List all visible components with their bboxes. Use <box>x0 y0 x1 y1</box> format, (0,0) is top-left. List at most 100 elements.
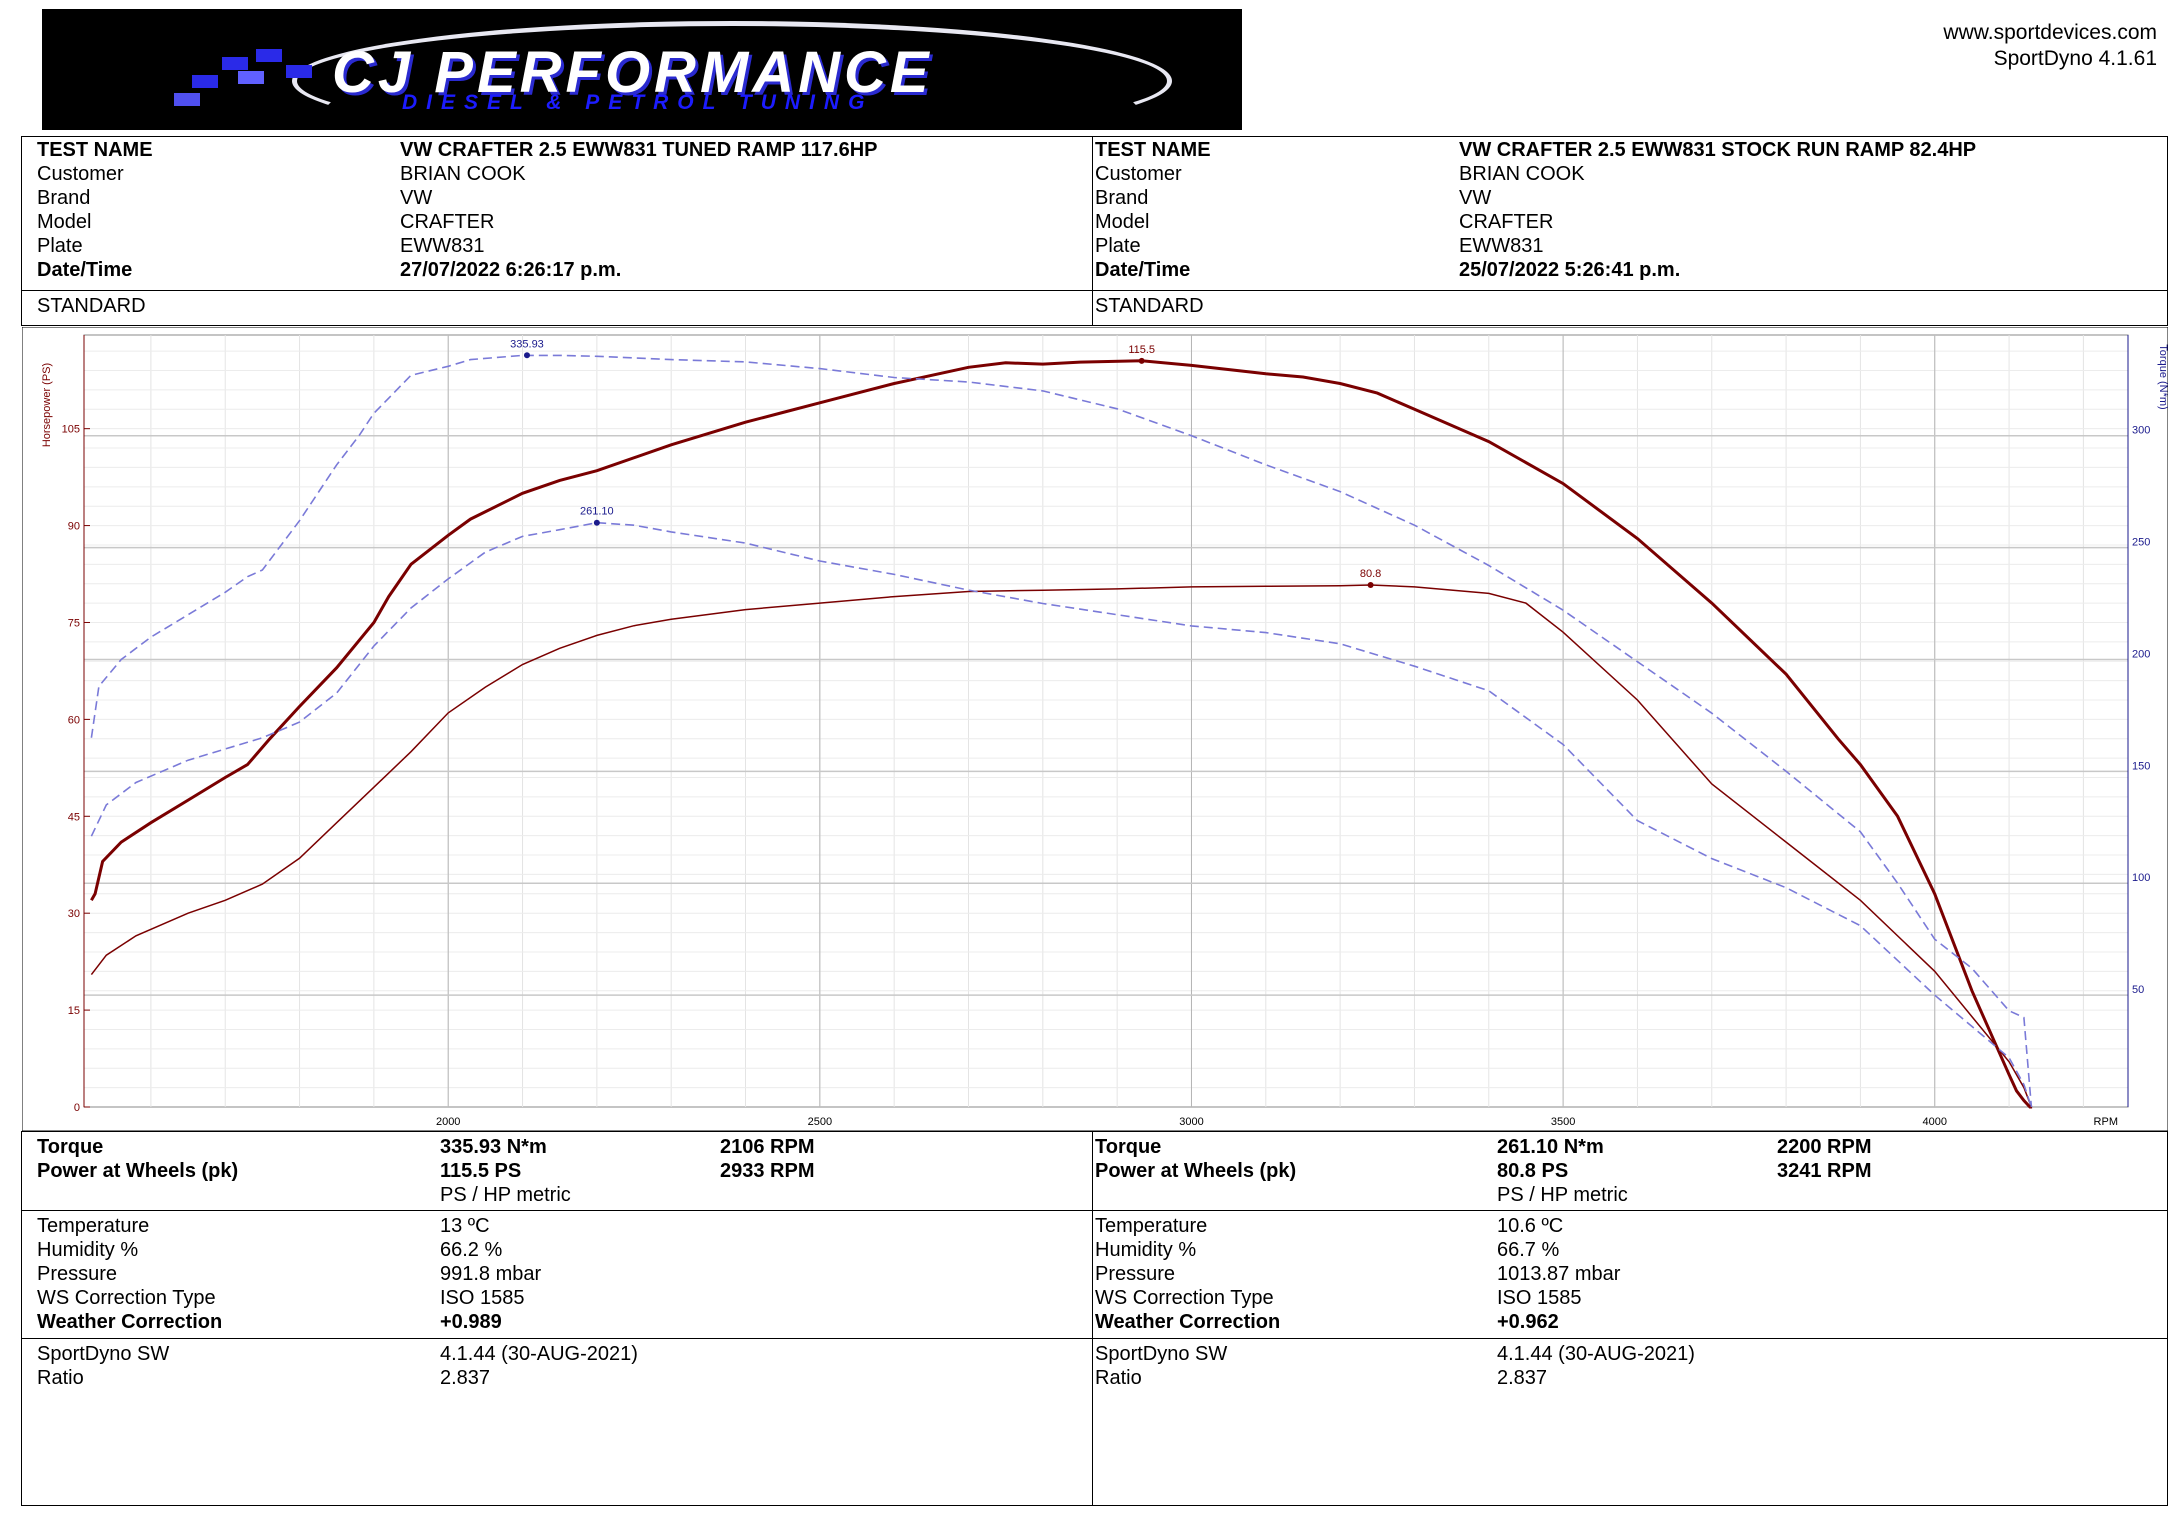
y-left-tick-label: 0 <box>74 1102 80 1114</box>
series-peak-label-1: 80.8 <box>1360 568 1381 580</box>
software-label: Ratio <box>1095 1367 1142 1389</box>
weather-label: WS Correction Type <box>37 1287 216 1309</box>
x-tick-label: 3500 <box>1551 1116 1575 1128</box>
divider <box>1092 137 1093 325</box>
logo-flag-icon <box>222 57 248 70</box>
power-value: 80.8 PS <box>1497 1160 1569 1182</box>
weather-label: Humidity % <box>37 1239 139 1261</box>
test-info-panel: TEST NAME VW CRAFTER 2.5 EWW831 TUNED RAM… <box>21 136 2168 326</box>
divider <box>22 290 2167 291</box>
y-left-axis-label: Horsepower (PS) <box>41 363 53 447</box>
y-right-tick-label: 150 <box>2132 760 2150 772</box>
y-right-tick-label: 50 <box>2132 984 2144 996</box>
power-rpm: 3241 RPM <box>1777 1160 1872 1182</box>
logo-flag-icon <box>192 75 218 88</box>
x-tick-label: 2500 <box>808 1116 832 1128</box>
torque-value: 261.10 N*m <box>1497 1136 1604 1158</box>
info-value: VW <box>400 187 433 209</box>
info-label: Customer <box>1095 163 1182 185</box>
torque-value: 335.93 N*m <box>440 1136 547 1158</box>
weather-value: 66.2 % <box>440 1239 503 1261</box>
power-value: 115.5 PS <box>440 1160 522 1182</box>
info-label: Brand <box>37 187 91 209</box>
weather-value: +0.962 <box>1497 1311 1559 1333</box>
y-left-tick-label: 45 <box>68 811 80 823</box>
power-label: Power at Wheels (pk) <box>1095 1160 1297 1182</box>
y-right-axis-label: Torque (N*m) <box>2157 344 2168 409</box>
y-left-tick-label: 15 <box>68 1005 80 1017</box>
weather-label: Temperature <box>1095 1215 1208 1237</box>
info-label: Plate <box>1095 235 1141 257</box>
y-left-tick-label: 75 <box>68 617 80 629</box>
divider <box>22 1210 2167 1211</box>
y-left-tick-label: 105 <box>62 424 80 436</box>
weather-value: 66.7 % <box>1497 1239 1560 1261</box>
weather-value: ISO 1585 <box>1497 1287 1582 1309</box>
info-value: EWW831 <box>400 235 485 257</box>
info-value: BRIAN COOK <box>400 163 526 185</box>
series-peak-marker-3 <box>593 519 600 526</box>
info-label: Model <box>37 211 92 233</box>
weather-value: ISO 1585 <box>440 1287 525 1309</box>
weather-value: 1013.87 mbar <box>1497 1263 1621 1285</box>
info-label: Customer <box>37 163 124 185</box>
info-label: Date/Time <box>1095 259 1191 281</box>
logo-flag-icon <box>174 93 200 106</box>
series-line-3 <box>90 521 2033 1108</box>
divider <box>22 1338 2167 1339</box>
info-label: TEST NAME <box>37 139 153 161</box>
software-label: SportDyno SW <box>1095 1343 1228 1365</box>
info-value: EWW831 <box>1459 235 1544 257</box>
x-tick-label: 3000 <box>1179 1116 1203 1128</box>
y-right-tick-label: 200 <box>2132 648 2150 660</box>
weather-label: Pressure <box>37 1263 118 1285</box>
info-value: VW CRAFTER 2.5 EWW831 TUNED RAMP 117.6HP <box>400 139 878 161</box>
software-label: SportDyno SW <box>37 1343 170 1365</box>
weather-label: WS Correction Type <box>1095 1287 1274 1309</box>
x-tick-label: 2000 <box>436 1116 460 1128</box>
weather-label: Weather Correction <box>1095 1311 1281 1333</box>
series-line-1 <box>90 584 2033 1108</box>
info-label: Plate <box>37 235 83 257</box>
weather-value: +0.989 <box>440 1311 502 1333</box>
software-value: 4.1.44 (30-AUG-2021) <box>440 1343 638 1365</box>
weather-label: Humidity % <box>1095 1239 1197 1261</box>
website-label: www.sportdevices.com <box>1943 21 2157 44</box>
y-left-tick-label: 30 <box>68 908 80 920</box>
weather-label: Weather Correction <box>37 1311 223 1333</box>
y-left-tick-label: 60 <box>68 714 80 726</box>
y-right-tick-label: 250 <box>2132 537 2150 549</box>
info-label: TEST NAME <box>1095 139 1211 161</box>
dyno-chart: 2000 2500 3000 3500 4000 50 100 150 200 250 300 0 15… <box>21 326 2169 1132</box>
logo-flag-icon <box>286 65 312 78</box>
series-peak-label-0: 115.5 <box>1128 344 1155 356</box>
torque-rpm: 2106 RPM <box>720 1136 815 1158</box>
info-value: VW <box>1459 187 1492 209</box>
software-value: 2.837 <box>1497 1367 1548 1389</box>
series-line-2 <box>90 354 2033 1108</box>
site-info: www.sportdevices.com SportDyno 4.1.61 <box>1943 20 2157 72</box>
info-value: 27/07/2022 6:26:17 p.m. <box>400 259 622 281</box>
standard-label-1: STANDARD <box>37 295 146 317</box>
standard-label-2: STANDARD <box>1095 295 1204 317</box>
software-label: Ratio <box>37 1367 84 1389</box>
units-label: PS / HP metric <box>1497 1184 1628 1206</box>
weather-value: 13 ºC <box>440 1215 490 1237</box>
series-peak-label-2: 335.93 <box>510 338 544 350</box>
series-peak-label-3: 261.10 <box>580 506 614 518</box>
weather-label: Temperature <box>37 1215 150 1237</box>
logo-brand-text: CJ PERFORMANCE <box>332 40 933 105</box>
series-peak-marker-1 <box>1367 582 1374 589</box>
torque-rpm: 2200 RPM <box>1777 1136 1872 1158</box>
info-value: VW CRAFTER 2.5 EWW831 STOCK RUN RAMP 82.… <box>1459 139 1977 161</box>
logo-flag-icon <box>256 49 282 62</box>
weather-value: 10.6 ºC <box>1497 1215 1564 1237</box>
y-right-tick-label: 300 <box>2132 425 2150 437</box>
series-line-0 <box>90 359 2033 1109</box>
y-right-tick-label: 100 <box>2132 872 2150 884</box>
power-rpm: 2933 RPM <box>720 1160 815 1182</box>
info-value: CRAFTER <box>1459 211 1554 233</box>
chart-svg: 2000 2500 3000 3500 400050100150200250300015… <box>21 326 2169 1132</box>
series-peak-marker-2 <box>523 352 530 359</box>
weather-value: 991.8 mbar <box>440 1263 542 1285</box>
